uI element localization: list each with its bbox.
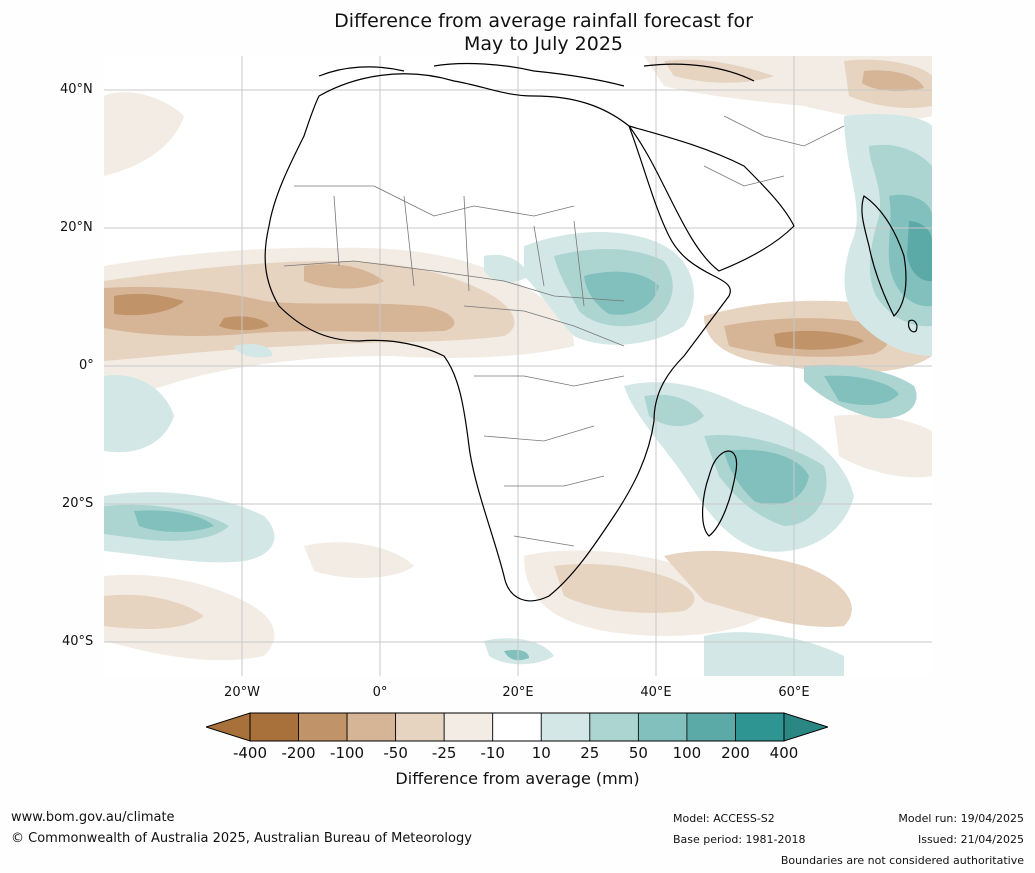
- colorbar-high-arrow: [783, 712, 828, 742]
- colorbar-cell: [346, 712, 397, 742]
- chart-title: Difference from average rainfall forecas…: [0, 10, 1035, 56]
- lon-label-0: 0°: [372, 685, 388, 700]
- colorbar-tick-label: 50: [628, 744, 648, 762]
- colorbar-tick-label: -200: [281, 744, 316, 762]
- colorbar-cell: [492, 712, 542, 742]
- colorbar-low-arrow: [206, 712, 251, 742]
- colorbar-cell: [395, 712, 445, 742]
- wetter-regions: [104, 114, 932, 676]
- colorbar-cell: [249, 712, 299, 742]
- title-line-1: Difference from average rainfall forecas…: [334, 10, 753, 32]
- lat-label-40n: 40°N: [60, 82, 93, 97]
- rainfall-map: [104, 56, 932, 676]
- colorbar-tick-label: -50: [383, 744, 408, 762]
- lat-label-equator: 0°: [79, 358, 94, 373]
- colorbar-cell: [443, 712, 494, 742]
- colorbar-cell: [735, 712, 785, 742]
- colorbar-cell: [298, 712, 348, 742]
- colorbar-tick-label: 10: [531, 744, 551, 762]
- colorbar-tick-label: -400: [232, 744, 268, 762]
- colorbar-tick-label: 100: [672, 744, 702, 762]
- colorbar-label: Difference from average (mm): [395, 769, 640, 788]
- colorbar-cell: [540, 712, 591, 742]
- footer-issued: Issued: 21/04/2025: [917, 833, 1024, 846]
- colorbar: [206, 712, 828, 742]
- footer-model-run: Model run: 19/04/2025: [898, 812, 1024, 825]
- footer-url[interactable]: www.bom.gov.au/climate: [11, 810, 175, 825]
- country-borders: [283, 115, 845, 547]
- lon-label-40e: 40°E: [640, 685, 672, 700]
- colorbar-tick-label: -10: [480, 744, 505, 762]
- colorbar-cell: [686, 712, 736, 742]
- colorbar-cells: [249, 712, 785, 742]
- footer-base-period: Base period: 1981-2018: [673, 833, 806, 846]
- colorbar-cell: [637, 712, 688, 742]
- lon-label-20e: 20°E: [502, 685, 534, 700]
- gridlines: [104, 56, 932, 676]
- colorbar-tick-label: 25: [580, 744, 600, 762]
- title-line-2: May to July 2025: [464, 33, 623, 55]
- footer-model: Model: ACCESS-S2: [673, 812, 775, 825]
- colorbar-tick-label: -25: [431, 744, 457, 762]
- lat-label-20n: 20°N: [60, 220, 93, 235]
- footer-copyright: © Commonwealth of Australia 2025, Austra…: [11, 831, 472, 846]
- footer-disclaimer: Boundaries are not considered authoritat…: [780, 854, 1024, 867]
- coastlines: [264, 62, 918, 602]
- lat-label-40s: 40°S: [62, 634, 94, 649]
- colorbar-outline: [249, 712, 785, 742]
- lon-label-20w: 20°W: [224, 685, 260, 700]
- lat-label-20s: 20°S: [62, 496, 94, 511]
- colorbar-tick-label: -100: [330, 744, 365, 762]
- colorbar-tick-label: 400: [769, 744, 799, 762]
- lon-label-60e: 60°E: [778, 685, 810, 700]
- colorbar-cell: [589, 712, 639, 742]
- colorbar-tick-label: 200: [721, 744, 750, 762]
- drier-regions: [104, 56, 932, 661]
- map-svg: [104, 56, 932, 676]
